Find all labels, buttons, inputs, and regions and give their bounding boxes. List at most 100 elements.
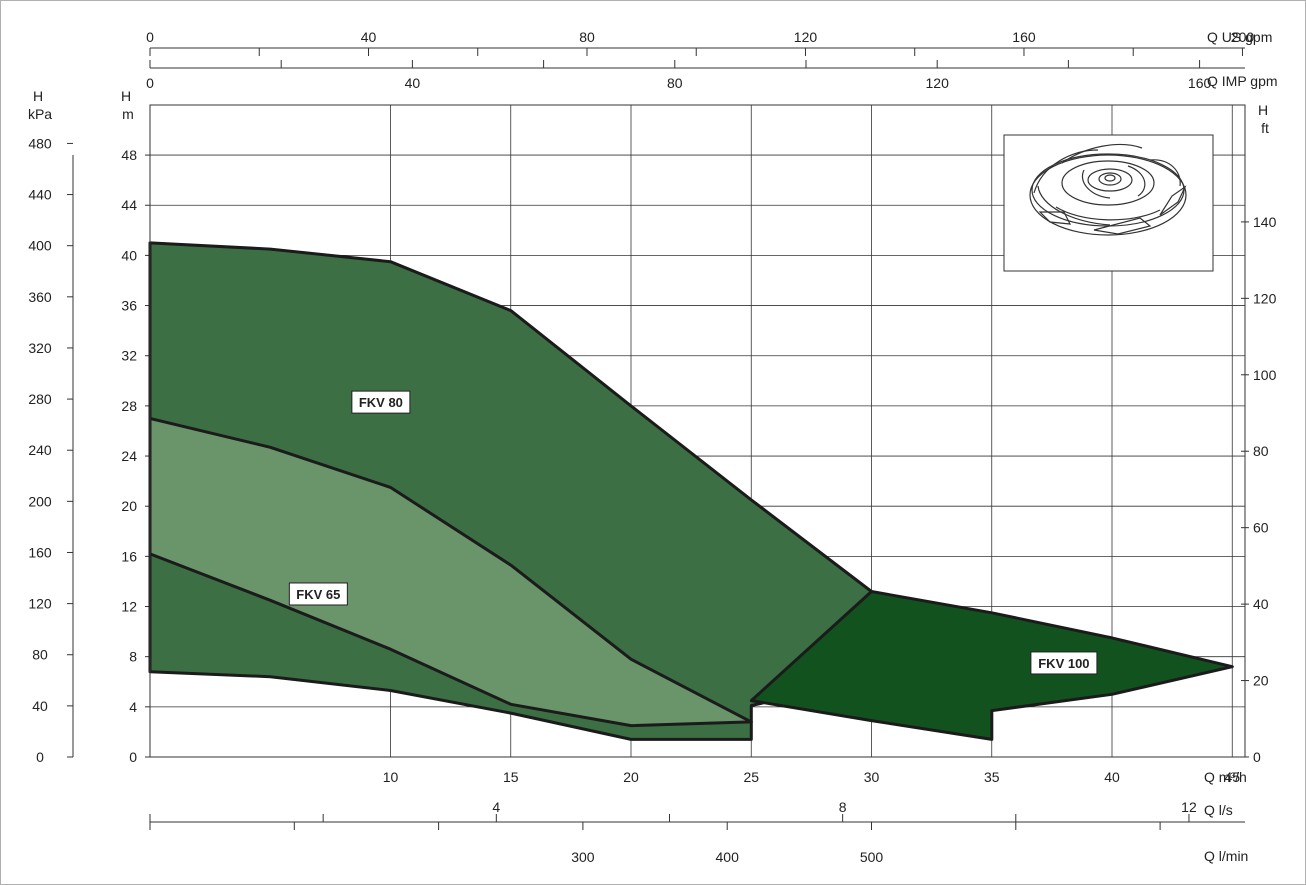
series-label-fkv-65: FKV 65 [288, 582, 348, 606]
x-tick-label: 25 [743, 769, 759, 785]
imp-gpm-tick-label: 120 [926, 75, 950, 91]
kpa-ticks: 0 40 80 120 160 200 240 280 320 360 400 440 480 [28, 135, 73, 765]
y-m-tick-label: 12 [121, 599, 137, 615]
right-ft-axis: 0 20 40 60 80 100 120 140 H ft [1241, 102, 1277, 765]
us-gpm-ticks: 0 40 80 120 160 200 [146, 29, 1254, 56]
y-ft-tick-label: 120 [1253, 290, 1277, 306]
y-ft-tick-label: 80 [1253, 443, 1269, 459]
y-m-tick-label: 24 [121, 448, 137, 464]
ls-tick-label: 12 [1181, 799, 1197, 815]
imp-gpm-tick-label: 80 [667, 75, 683, 91]
y-kpa-tick-label: 200 [28, 493, 52, 509]
y-ft-tick-label: 60 [1253, 520, 1269, 536]
ft-unit-line-1: H [1258, 102, 1268, 118]
series-label-text: FKV 80 [359, 395, 403, 410]
kpa-unit-line-1: H [33, 88, 43, 104]
lmin-ticks: 300 400 500 [149, 814, 1161, 865]
y-kpa-tick-label: 480 [28, 135, 52, 151]
y-m-tick-label: 36 [121, 298, 137, 314]
lmin-tick-label: 500 [860, 849, 884, 865]
ft-unit-label: H ft [1258, 102, 1272, 136]
y-m-tick-label: 44 [121, 197, 137, 213]
imp-gpm-unit-label: Q IMP gpm [1207, 73, 1278, 89]
impeller-frame [1003, 134, 1214, 272]
bottom-flow-axes: 4 8 12 300 400 500 Q l/s Q l/min [149, 799, 1248, 865]
y-kpa-tick-label: 360 [28, 289, 52, 305]
m3h-unit-label: Q m³/h [1204, 769, 1247, 785]
series-label-box [1030, 651, 1098, 675]
impeller-icon [1029, 143, 1187, 236]
y-kpa-tick-label: 440 [28, 187, 52, 203]
y-kpa-tick-label: 160 [28, 544, 52, 560]
lmin-unit-label: Q l/min [1204, 848, 1248, 864]
series-label-text: FKV 100 [1038, 656, 1089, 671]
series-label-box [351, 390, 411, 414]
y-m-tick-label: 8 [129, 649, 137, 665]
y-kpa-tick-label: 80 [32, 647, 48, 663]
x-tick-label: 45 [1224, 769, 1240, 785]
us-gpm-unit-label: Q US gpm [1207, 29, 1272, 45]
series-areas: FKV 80 FKV 65 FKV 100 [148, 241, 1234, 741]
us-gpm-tick-label: 0 [146, 29, 154, 45]
ft-ticks: 0 20 40 60 80 100 120 140 [1241, 214, 1277, 765]
y-m-tick-label: 32 [121, 348, 137, 364]
imp-gpm-tick-label: 0 [146, 75, 154, 91]
y-ft-tick-label: 20 [1253, 673, 1269, 689]
y-m-tick-label: 20 [121, 498, 137, 514]
y-kpa-tick-label: 400 [28, 238, 52, 254]
y-m-tick-label: 48 [121, 147, 137, 163]
y-ft-tick-label: 100 [1253, 367, 1277, 383]
us-gpm-tick-label: 40 [361, 29, 377, 45]
m-unit-label: H m [121, 88, 135, 122]
kpa-unit-label: H kPa [28, 88, 52, 122]
ls-unit-label: Q l/s [1204, 802, 1233, 818]
top-flow-axes: 0 40 80 120 160 200 0 40 80 120 160 Q US gpm Q IM… [146, 29, 1277, 91]
lmin-tick-label: 400 [716, 849, 740, 865]
impeller-illustration [1003, 134, 1214, 272]
us-gpm-tick-label: 200 [1231, 29, 1255, 45]
y-m-tick-label: 28 [121, 398, 137, 414]
series-area-fkv-65 [148, 416, 753, 728]
ls-ticks: 4 8 12 [322, 799, 1197, 822]
y-ft-tick-label: 140 [1253, 214, 1277, 230]
y-kpa-tick-label: 280 [28, 391, 52, 407]
series-label-box [288, 582, 348, 606]
x-tick-label: 20 [623, 769, 639, 785]
us-gpm-tick-label: 160 [1012, 29, 1036, 45]
ls-tick-label: 8 [839, 799, 847, 815]
y-kpa-tick-label: 40 [32, 698, 48, 714]
x-tick-label: 40 [1104, 769, 1120, 785]
y-kpa-tick-label: 0 [36, 749, 44, 765]
m-unit-line-1: H [121, 88, 131, 104]
x-tick-label: 10 [383, 769, 399, 785]
y-kpa-tick-label: 320 [28, 340, 52, 356]
y-m-tick-label: 4 [129, 699, 137, 715]
imp-gpm-ticks: 0 40 80 120 160 [146, 60, 1211, 91]
x-tick-label: 30 [864, 769, 880, 785]
x-m3h-ticks: 10 15 20 25 30 35 40 45 [383, 769, 1241, 785]
x-tick-label: 15 [503, 769, 519, 785]
y-m-tick-label: 16 [121, 548, 137, 564]
us-gpm-tick-label: 120 [794, 29, 818, 45]
y-m-tick-label: 40 [121, 247, 137, 263]
series-label-text: FKV 65 [296, 587, 340, 602]
plot-frame [149, 104, 1246, 758]
lmin-tick-label: 300 [571, 849, 595, 865]
y-kpa-tick-label: 120 [28, 596, 52, 612]
series-area-fkv-100 [749, 590, 1234, 741]
series-label-fkv-80: FKV 80 [351, 390, 411, 414]
y-ft-tick-label: 0 [1253, 749, 1261, 765]
kpa-unit-line-2: kPa [28, 106, 52, 122]
imp-gpm-tick-label: 40 [405, 75, 421, 91]
ft-unit-line-2: ft [1261, 120, 1269, 136]
series-label-fkv-100: FKV 100 [1030, 651, 1098, 675]
us-gpm-tick-label: 80 [579, 29, 595, 45]
ls-tick-label: 4 [492, 799, 500, 815]
x-tick-label: 35 [984, 769, 1000, 785]
imp-gpm-tick-label: 160 [1188, 75, 1212, 91]
y-ft-tick-label: 40 [1253, 596, 1269, 612]
y-m-tick-label: 0 [129, 749, 137, 765]
